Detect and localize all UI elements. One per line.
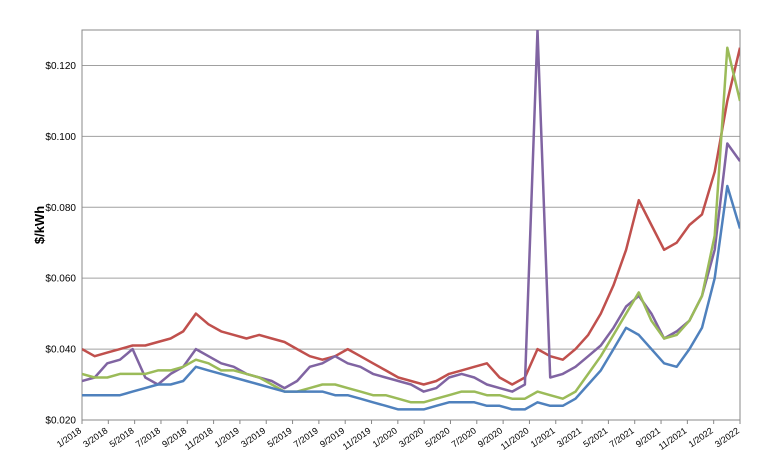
x-tick-label: 3/2021 [555, 425, 583, 449]
x-tick-label: 1/2021 [529, 425, 557, 449]
x-tick-label: 1/2019 [213, 425, 241, 449]
x-tick-label: 11/2018 [183, 425, 215, 450]
x-tick-label: 1/2022 [687, 425, 715, 449]
x-tick-label: 7/2021 [608, 425, 636, 449]
x-tick-label: 11/2021 [657, 425, 689, 450]
x-tick-label: 5/2018 [107, 425, 135, 449]
series-line-2 [82, 30, 740, 393]
x-tick-label: 5/2019 [265, 425, 293, 449]
x-tick-label: 11/2020 [499, 425, 531, 450]
series-line-3 [82, 46, 740, 404]
y-tick-label: $0.120 [45, 61, 76, 72]
x-tick-label: 3/2022 [713, 425, 741, 449]
series-line-4 [82, 184, 740, 411]
plot-area [81, 29, 741, 421]
x-tick-label: 3/2018 [81, 425, 109, 449]
y-axis-label: $/kWh [32, 206, 47, 244]
y-tick-label: $0.060 [45, 274, 76, 285]
x-tick-label: 5/2020 [423, 425, 451, 449]
x-tick-label: 7/2018 [134, 425, 162, 449]
x-tick-label: 7/2020 [450, 425, 478, 449]
series-line-1 [82, 47, 740, 386]
y-tick-label: $0.020 [45, 416, 76, 427]
x-tick-label: 3/2020 [397, 425, 425, 449]
x-tick-label: 3/2019 [239, 425, 267, 449]
x-tick-label: 7/2019 [292, 425, 320, 449]
x-tick-label: 11/2019 [341, 425, 373, 450]
y-tick-label: $0.040 [45, 345, 76, 356]
x-tick-label: 5/2021 [581, 425, 609, 449]
y-tick-label: $0.080 [45, 203, 76, 214]
x-tick-label: 1/2020 [371, 425, 399, 449]
x-tick-label: 1/2018 [55, 425, 83, 449]
y-tick-label: $0.100 [45, 132, 76, 143]
